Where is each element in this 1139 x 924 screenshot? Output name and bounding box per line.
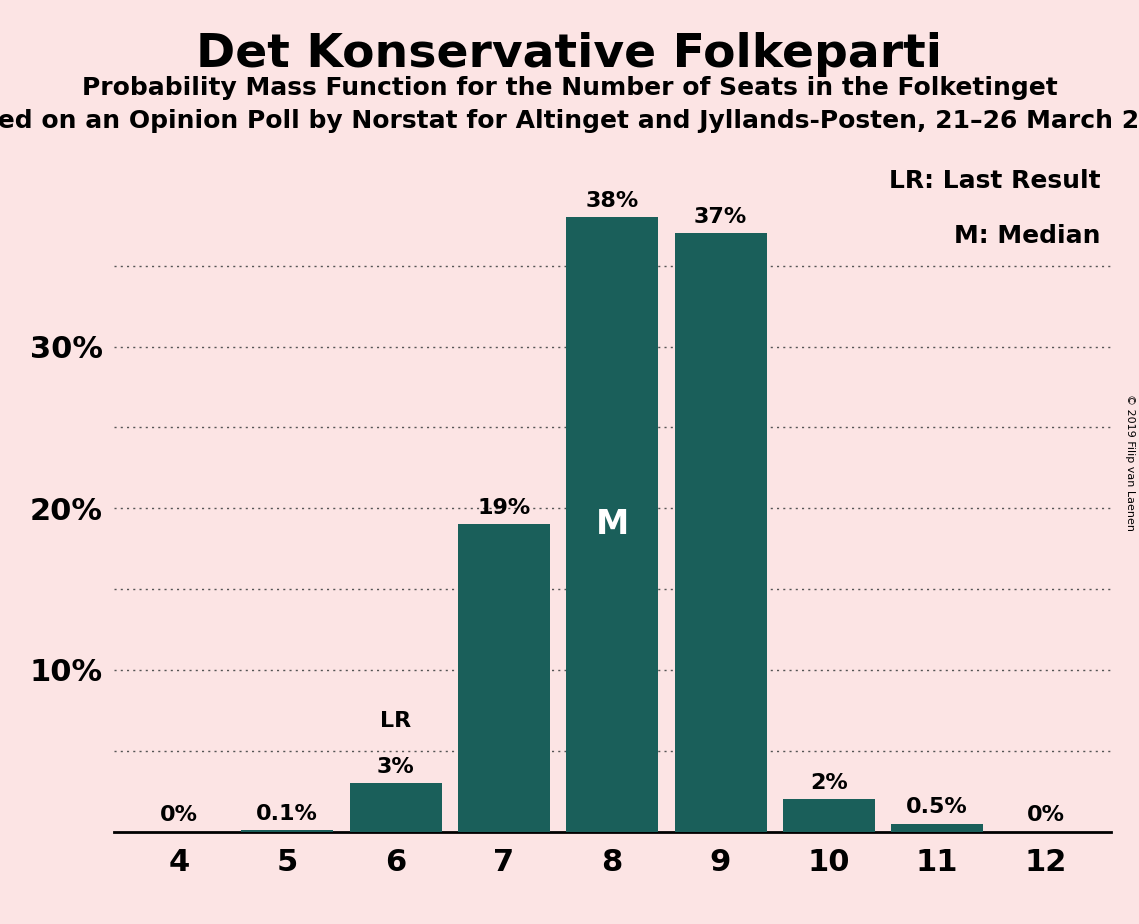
Text: 37%: 37% bbox=[694, 207, 747, 227]
Text: 2%: 2% bbox=[810, 772, 847, 793]
Text: M: Median: M: Median bbox=[954, 224, 1100, 248]
Text: Probability Mass Function for the Number of Seats in the Folketinget: Probability Mass Function for the Number… bbox=[82, 76, 1057, 100]
Text: 0%: 0% bbox=[1026, 805, 1065, 825]
Text: 38%: 38% bbox=[585, 190, 639, 211]
Text: Det Konservative Folkeparti: Det Konservative Folkeparti bbox=[197, 32, 942, 78]
Text: LR: Last Result: LR: Last Result bbox=[888, 169, 1100, 193]
Text: 0.5%: 0.5% bbox=[907, 797, 968, 817]
Text: 0.1%: 0.1% bbox=[256, 804, 318, 823]
Bar bbox=[566, 217, 658, 832]
Text: 3%: 3% bbox=[377, 757, 415, 776]
Text: Based on an Opinion Poll by Norstat for Altinget and Jyllands-Posten, 21–26 Marc: Based on an Opinion Poll by Norstat for … bbox=[0, 109, 1139, 133]
Text: LR: LR bbox=[380, 711, 411, 732]
Bar bbox=[458, 525, 550, 832]
Text: © 2019 Filip van Laenen: © 2019 Filip van Laenen bbox=[1125, 394, 1134, 530]
Bar bbox=[674, 234, 767, 832]
Bar bbox=[241, 830, 334, 832]
Text: M: M bbox=[596, 508, 629, 541]
Text: 19%: 19% bbox=[477, 498, 531, 518]
Bar bbox=[782, 799, 875, 832]
Bar bbox=[891, 823, 983, 832]
Text: 0%: 0% bbox=[159, 805, 198, 825]
Bar bbox=[350, 784, 442, 832]
